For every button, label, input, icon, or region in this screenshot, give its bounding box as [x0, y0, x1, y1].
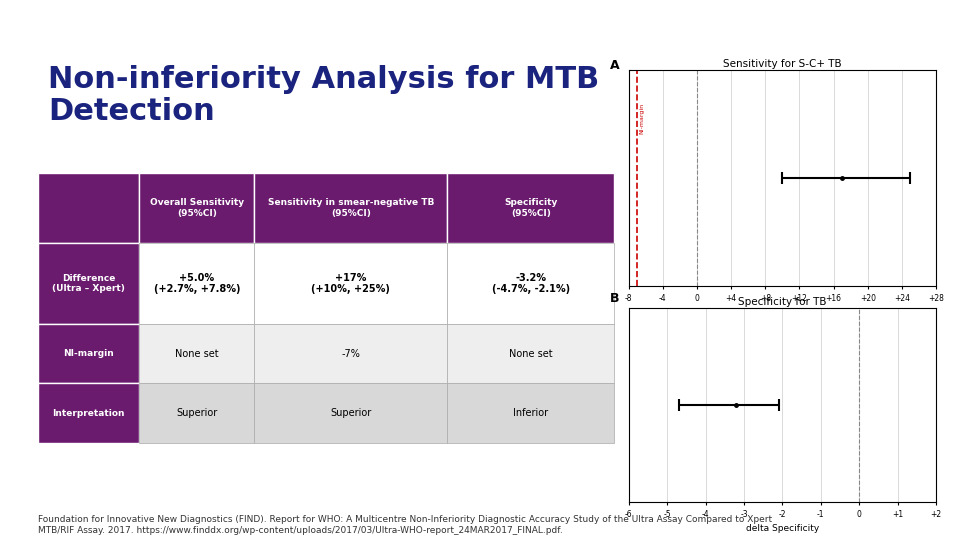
Text: None set: None set — [175, 349, 219, 359]
X-axis label: delta Sensitivity: delta Sensitivity — [746, 308, 819, 318]
Bar — [139, 383, 254, 443]
Text: Inferior: Inferior — [514, 408, 548, 418]
Bar — [38, 243, 139, 324]
Title: Sensitivity for S-C+ TB: Sensitivity for S-C+ TB — [723, 59, 842, 70]
Bar — [447, 243, 614, 324]
Text: Non-inferiority Analysis for MTB
Detection: Non-inferiority Analysis for MTB Detecti… — [48, 65, 599, 126]
Bar — [447, 324, 614, 383]
Text: Difference
(Ultra – Xpert): Difference (Ultra – Xpert) — [53, 274, 125, 293]
Text: Superior: Superior — [330, 408, 372, 418]
Bar — [447, 173, 614, 243]
Text: +17%
(+10%, +25%): +17% (+10%, +25%) — [311, 273, 391, 294]
Bar — [139, 243, 254, 324]
Bar — [38, 383, 139, 443]
Text: Sensitivity in smear-negative TB
(95%CI): Sensitivity in smear-negative TB (95%CI) — [268, 198, 434, 218]
Text: None set: None set — [509, 349, 553, 359]
Bar — [447, 383, 614, 443]
Text: A: A — [611, 59, 620, 72]
Text: +5.0%
(+2.7%, +7.8%): +5.0% (+2.7%, +7.8%) — [154, 273, 240, 294]
Text: -7%: -7% — [342, 349, 360, 359]
Text: Interpretation: Interpretation — [53, 409, 125, 417]
Bar — [254, 173, 447, 243]
Text: B: B — [611, 292, 620, 305]
Bar — [254, 324, 447, 383]
Bar — [254, 383, 447, 443]
Bar — [139, 173, 254, 243]
Text: Foundation for Innovative New Diagnostics (FIND). Report for WHO: A Multicentre : Foundation for Innovative New Diagnostic… — [38, 515, 773, 535]
Title: Specificity for TB: Specificity for TB — [738, 297, 827, 307]
Text: Superior: Superior — [177, 408, 217, 418]
Bar — [38, 173, 139, 243]
Text: Specificity
(95%CI): Specificity (95%CI) — [504, 198, 558, 218]
Text: NI-margin: NI-margin — [63, 349, 114, 358]
Bar — [38, 324, 139, 383]
Bar — [254, 243, 447, 324]
Text: -3.2%
(-4.7%, -2.1%): -3.2% (-4.7%, -2.1%) — [492, 273, 570, 294]
Text: Overall Sensitivity
(95%CI): Overall Sensitivity (95%CI) — [150, 198, 244, 218]
Text: NI-margin: NI-margin — [639, 103, 644, 134]
Bar — [139, 324, 254, 383]
X-axis label: delta Specificity: delta Specificity — [746, 524, 819, 534]
